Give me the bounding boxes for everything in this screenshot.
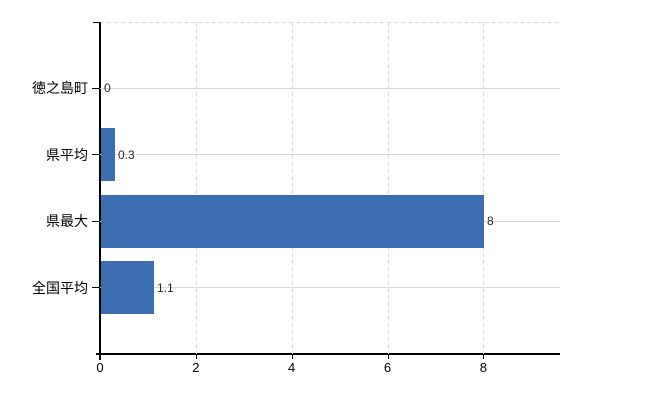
h-gridline	[100, 87, 560, 89]
x-tick-label: 4	[288, 360, 296, 375]
bar-value-label: 1.1	[157, 280, 174, 295]
bar-value-label: 0	[104, 81, 111, 96]
x-tick	[483, 354, 485, 359]
x-axis-line	[96, 353, 560, 355]
v-gridline	[195, 22, 197, 354]
category-label: 徳之島町	[32, 80, 88, 97]
x-tick-label: 2	[192, 360, 200, 375]
x-tick	[387, 354, 389, 359]
v-gridline	[387, 22, 389, 354]
x-tick	[291, 354, 293, 359]
x-tick-label: 6	[383, 360, 392, 375]
bar	[101, 128, 115, 182]
category-label: 県平均	[46, 146, 88, 163]
y-tick	[92, 287, 100, 289]
category-label: 県最大	[46, 213, 88, 230]
x-tick-label: 8	[479, 360, 487, 375]
v-gridline	[291, 22, 293, 354]
x-tick	[100, 354, 101, 359]
h-gridline	[100, 154, 560, 156]
bar-value-label: 0.3	[118, 147, 135, 162]
y-tick	[92, 220, 100, 222]
plot-top-border	[100, 22, 560, 23]
v-gridline	[483, 22, 485, 354]
bar-value-label: 8	[487, 214, 494, 229]
y-tick	[92, 154, 100, 156]
y-tick	[92, 87, 100, 89]
h-gridline	[100, 287, 560, 289]
y-axis-line	[99, 22, 101, 360]
bar	[101, 194, 484, 248]
y-axis-top-tick	[93, 22, 100, 23]
bar	[101, 261, 154, 315]
x-tick	[195, 354, 197, 359]
x-tick-label: 0	[96, 360, 104, 375]
category-label: 全国平均	[32, 279, 88, 296]
